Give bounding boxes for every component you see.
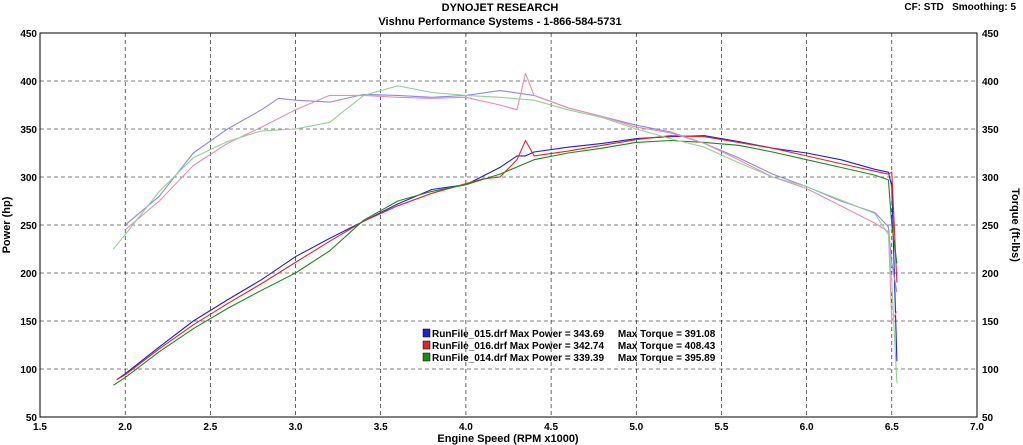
- torque-line-run-016: [124, 72, 898, 322]
- x-tick-label: 4.5: [544, 422, 558, 433]
- y-tick-label-left: 350: [20, 125, 37, 136]
- chart-subtitle: Vishnu Performance Systems - 1-866-584-5…: [378, 16, 621, 28]
- y-tick-label-right: 100: [982, 365, 999, 376]
- grid-lines: [40, 33, 977, 417]
- legend-swatch-run-014: [422, 352, 431, 362]
- y-tick-label-left: 400: [20, 77, 37, 88]
- legend-swatch-run-016: [422, 340, 431, 350]
- x-tick-label: 4.0: [459, 422, 473, 433]
- x-tick-label: 5.0: [629, 422, 643, 433]
- legend: RunFile_015.drf Max Power = 343.69 Max T…: [422, 328, 716, 364]
- power-line-run-016: [116, 135, 898, 381]
- x-tick-label: 3.0: [289, 422, 303, 433]
- x-tick-label: 1.5: [33, 422, 47, 433]
- y-tick-label-left: 450: [20, 29, 37, 40]
- y-tick-label-right: 250: [982, 221, 999, 232]
- x-tick-label: 2.5: [203, 422, 217, 433]
- y-tick-label-right: 300: [982, 173, 999, 184]
- chart-title: DYNOJET RESEARCH: [442, 2, 559, 14]
- x-tick-label: 6.5: [885, 422, 899, 433]
- y-axis-label-left: Power (hp): [1, 196, 13, 253]
- torque-line-run-014: [112, 85, 898, 384]
- y-tick-label-left: 200: [20, 269, 37, 280]
- x-tick-label: 3.5: [374, 422, 388, 433]
- y-tick-label-right: 450: [982, 29, 999, 40]
- legend-entry-run-014: RunFile_014.drf Max Power = 339.39 Max T…: [432, 353, 716, 364]
- x-tick-label: 5.5: [715, 422, 729, 433]
- legend-entry-run-016: RunFile_016.drf Max Power = 342.74 Max T…: [432, 341, 716, 352]
- y-tick-label-left: 50: [26, 413, 38, 424]
- x-axis-label: Engine Speed (RPM x1000): [437, 433, 579, 445]
- x-tick-label: 7.0: [970, 422, 984, 433]
- power-line-run-015: [116, 135, 898, 381]
- x-tick-label: 2.0: [118, 422, 132, 433]
- legend-swatch-run-015: [422, 328, 431, 338]
- y-tick-label-left: 300: [20, 173, 37, 184]
- corner-info: CF: STD Smoothing: 5: [904, 2, 1016, 13]
- legend-entry-run-015: RunFile_015.drf Max Power = 343.69 Max T…: [432, 329, 716, 340]
- y-tick-label-right: 200: [982, 269, 999, 280]
- y-tick-label-left: 100: [20, 365, 37, 376]
- power-line-run-014: [113, 139, 898, 386]
- y-tick-label-right: 50: [982, 413, 994, 424]
- series-lines: [112, 72, 898, 386]
- axis-ticks: 1.5 2.0 2.5 3.0 3.5 4.0 4.5 5.0 5.5 6.0 6.5 7.050 50…: [20, 29, 999, 433]
- y-tick-label-left: 250: [20, 221, 37, 232]
- y-tick-label-right: 400: [982, 77, 999, 88]
- y-axis-label-right: Torque (ft-lbs): [1009, 188, 1021, 262]
- y-tick-label-left: 150: [20, 317, 37, 328]
- y-tick-label-right: 150: [982, 317, 999, 328]
- y-tick-label-right: 350: [982, 125, 999, 136]
- x-tick-label: 6.0: [800, 422, 814, 433]
